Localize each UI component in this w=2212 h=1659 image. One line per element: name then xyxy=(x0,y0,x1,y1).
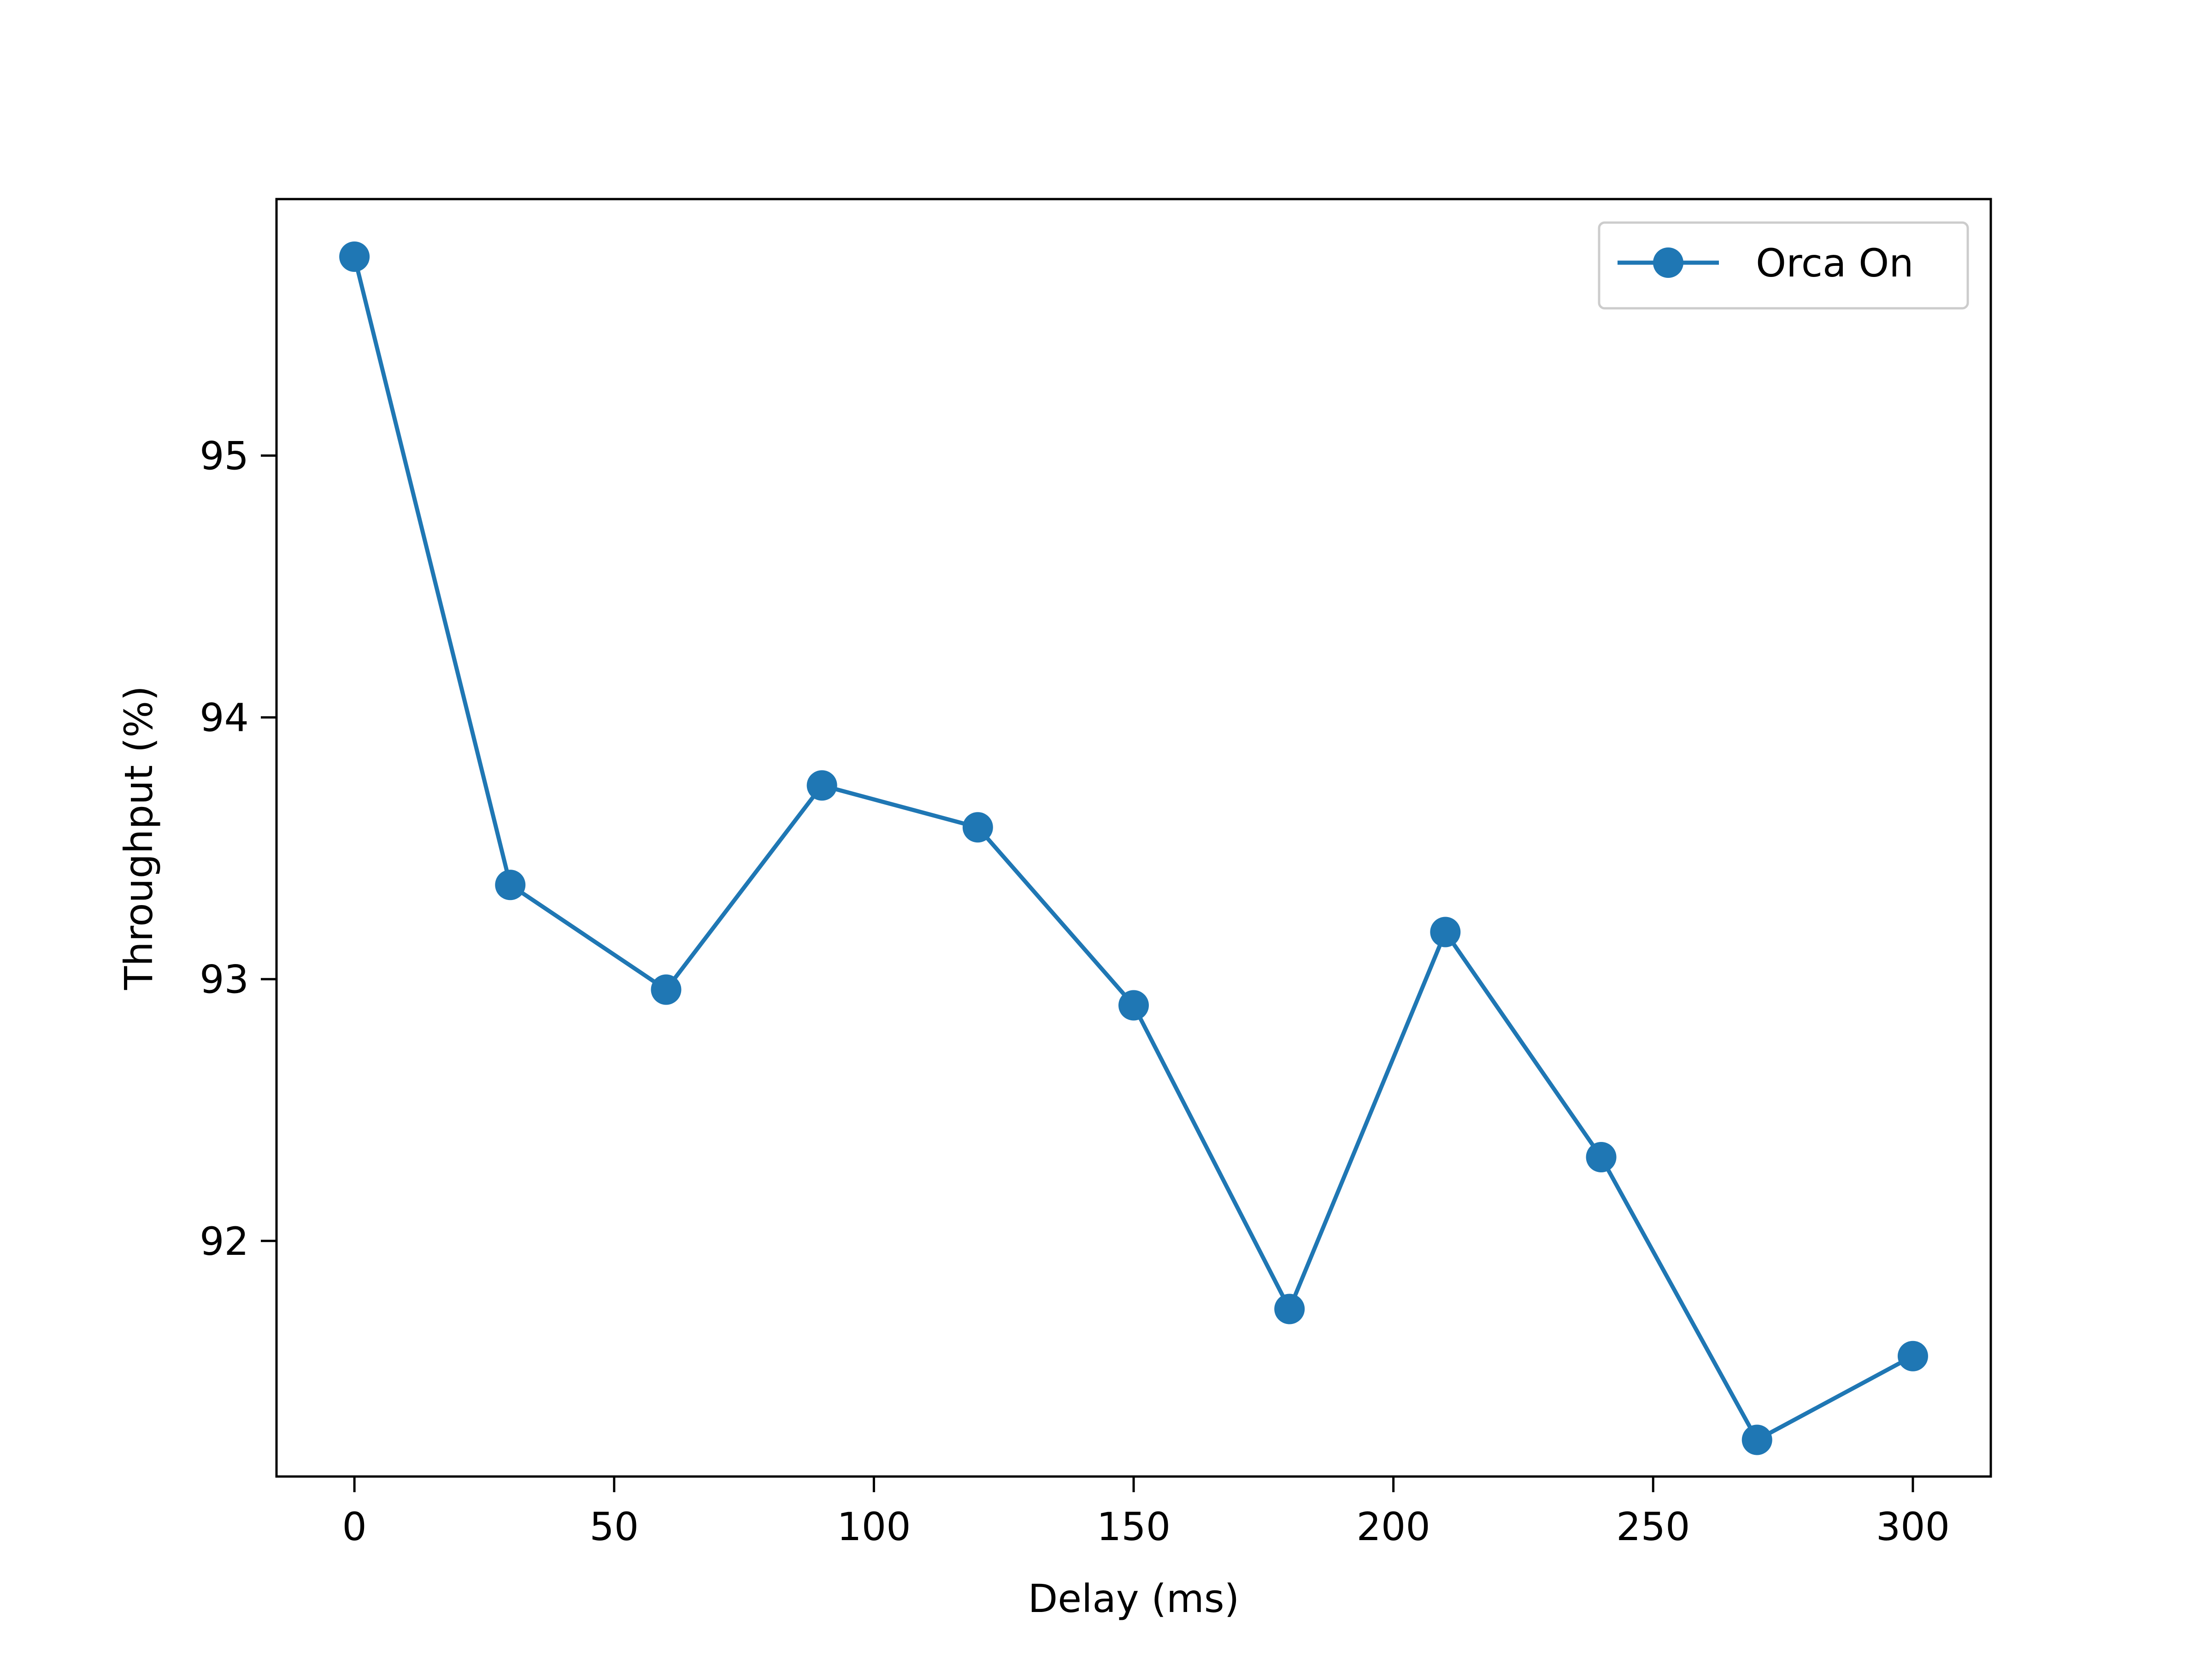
y-tick-label-1: 93 xyxy=(200,957,249,1002)
legend: Orca On xyxy=(1598,221,1969,310)
y-tick-label-3: 95 xyxy=(200,434,249,479)
ticks-layer: 0 50 100 150 200 250 300 92 93 94 95 xyxy=(200,434,1950,1549)
data-point-4 xyxy=(962,812,993,843)
legend-marker-sample xyxy=(1653,247,1683,278)
x-tick-label-5: 250 xyxy=(1616,1504,1690,1549)
x-tick-label-4: 200 xyxy=(1356,1504,1430,1549)
x-tick-label-3: 150 xyxy=(1097,1504,1171,1549)
x-tick-label-0: 0 xyxy=(342,1504,366,1549)
x-tick-label-2: 100 xyxy=(837,1504,911,1549)
y-tick-label-0: 92 xyxy=(200,1219,249,1264)
data-point-2 xyxy=(651,974,682,1005)
data-point-8 xyxy=(1586,1142,1617,1172)
data-point-3 xyxy=(806,770,837,801)
data-point-6 xyxy=(1274,1294,1305,1324)
data-point-10 xyxy=(1897,1341,1928,1371)
data-point-9 xyxy=(1741,1424,1772,1455)
legend-label: Orca On xyxy=(1756,241,1914,286)
x-tick-label-6: 300 xyxy=(1876,1504,1950,1549)
data-point-0 xyxy=(339,241,370,272)
x-tick-label-1: 50 xyxy=(589,1504,639,1549)
y-tick-label-2: 94 xyxy=(200,695,249,741)
y-axis-label: Throughput (%) xyxy=(116,686,161,990)
data-point-7 xyxy=(1430,917,1461,947)
legend-frame xyxy=(1598,221,1969,310)
plot-layer xyxy=(339,241,1928,1455)
data-point-1 xyxy=(495,870,526,900)
x-axis-label: Delay (ms) xyxy=(1028,1576,1240,1621)
data-point-5 xyxy=(1118,990,1149,1021)
